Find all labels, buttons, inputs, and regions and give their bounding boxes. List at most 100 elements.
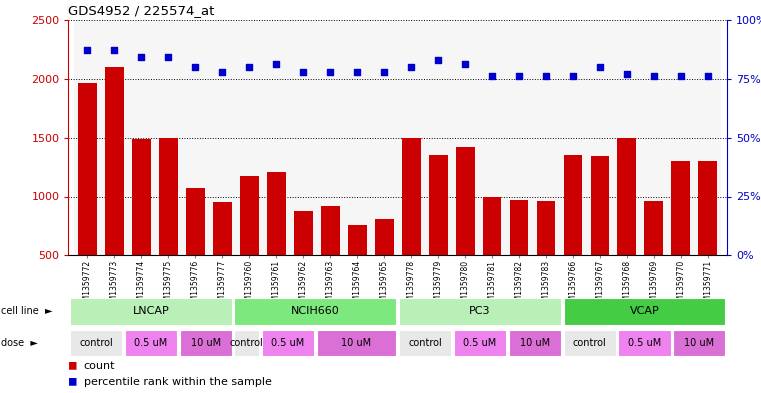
Bar bbox=[70, 330, 122, 356]
Bar bbox=[479, 20, 505, 255]
Bar bbox=[125, 330, 177, 356]
Point bbox=[540, 73, 552, 79]
Bar bbox=[671, 161, 690, 255]
Point bbox=[270, 61, 282, 68]
Point bbox=[189, 64, 202, 70]
Point bbox=[513, 73, 525, 79]
Bar bbox=[694, 20, 721, 255]
Bar bbox=[613, 20, 641, 255]
Bar bbox=[482, 196, 501, 255]
Bar bbox=[402, 138, 421, 255]
Text: 10 uM: 10 uM bbox=[342, 338, 371, 348]
Point bbox=[244, 64, 256, 70]
Bar bbox=[645, 201, 664, 255]
Point bbox=[621, 71, 633, 77]
Text: ■: ■ bbox=[68, 358, 76, 371]
Point bbox=[378, 68, 390, 75]
Bar bbox=[128, 20, 154, 255]
Text: 0.5 uM: 0.5 uM bbox=[134, 338, 167, 348]
Bar bbox=[154, 20, 182, 255]
Bar bbox=[641, 20, 667, 255]
Text: NCIH660: NCIH660 bbox=[291, 307, 339, 316]
Bar bbox=[294, 211, 313, 255]
Bar bbox=[667, 20, 694, 255]
Point bbox=[648, 73, 660, 79]
Bar bbox=[236, 20, 263, 255]
Bar bbox=[454, 330, 506, 356]
Text: GDS4952 / 225574_at: GDS4952 / 225574_at bbox=[68, 4, 215, 17]
Bar bbox=[132, 139, 151, 255]
Bar bbox=[240, 176, 259, 255]
Text: 10 uM: 10 uM bbox=[684, 338, 715, 348]
Bar bbox=[505, 20, 533, 255]
Bar bbox=[428, 155, 447, 255]
Bar bbox=[559, 20, 587, 255]
Bar bbox=[537, 201, 556, 255]
Bar bbox=[290, 20, 317, 255]
Point bbox=[675, 73, 687, 79]
Bar bbox=[267, 172, 285, 255]
Text: control: control bbox=[79, 338, 113, 348]
Bar bbox=[317, 20, 344, 255]
Bar bbox=[263, 20, 290, 255]
Bar bbox=[533, 20, 559, 255]
Bar bbox=[320, 206, 339, 255]
Bar bbox=[456, 147, 475, 255]
Point bbox=[459, 61, 471, 68]
Bar bbox=[159, 138, 178, 255]
Text: cell line  ►: cell line ► bbox=[1, 307, 53, 316]
Text: LNCAP: LNCAP bbox=[132, 307, 169, 316]
Point bbox=[432, 57, 444, 63]
Text: 0.5 uM: 0.5 uM bbox=[463, 338, 496, 348]
Bar bbox=[508, 330, 561, 356]
Text: 0.5 uM: 0.5 uM bbox=[271, 338, 304, 348]
Point bbox=[216, 68, 228, 75]
Bar bbox=[371, 20, 397, 255]
Bar bbox=[182, 20, 209, 255]
Point bbox=[108, 47, 120, 53]
Text: count: count bbox=[84, 362, 115, 371]
Bar bbox=[591, 156, 610, 255]
Point bbox=[702, 73, 714, 79]
Point bbox=[351, 68, 363, 75]
Bar bbox=[180, 330, 231, 356]
Bar bbox=[617, 138, 636, 255]
Bar bbox=[699, 161, 718, 255]
Text: percentile rank within the sample: percentile rank within the sample bbox=[84, 377, 272, 387]
Bar bbox=[348, 225, 367, 255]
Bar bbox=[399, 330, 451, 356]
Bar bbox=[564, 330, 616, 356]
Bar bbox=[105, 67, 124, 255]
Bar bbox=[234, 298, 396, 325]
Bar bbox=[317, 330, 396, 356]
Point bbox=[135, 54, 148, 61]
Text: dose  ►: dose ► bbox=[1, 338, 37, 348]
Bar bbox=[78, 83, 97, 255]
Bar bbox=[587, 20, 613, 255]
Point bbox=[567, 73, 579, 79]
Bar bbox=[262, 330, 314, 356]
Bar bbox=[425, 20, 451, 255]
Bar bbox=[213, 202, 231, 255]
Point bbox=[162, 54, 174, 61]
Bar bbox=[451, 20, 479, 255]
Point bbox=[81, 47, 94, 53]
Text: ■: ■ bbox=[68, 374, 76, 387]
Point bbox=[405, 64, 417, 70]
Point bbox=[297, 68, 309, 75]
Point bbox=[324, 68, 336, 75]
Bar bbox=[673, 330, 725, 356]
Bar bbox=[209, 20, 236, 255]
Bar bbox=[234, 330, 259, 356]
Bar bbox=[510, 200, 528, 255]
Bar bbox=[101, 20, 128, 255]
Point bbox=[486, 73, 498, 79]
Bar bbox=[344, 20, 371, 255]
Text: 10 uM: 10 uM bbox=[520, 338, 550, 348]
Text: control: control bbox=[230, 338, 263, 348]
Bar bbox=[564, 155, 582, 255]
Bar bbox=[70, 298, 231, 325]
Text: 10 uM: 10 uM bbox=[190, 338, 221, 348]
Bar bbox=[397, 20, 425, 255]
Text: control: control bbox=[408, 338, 442, 348]
